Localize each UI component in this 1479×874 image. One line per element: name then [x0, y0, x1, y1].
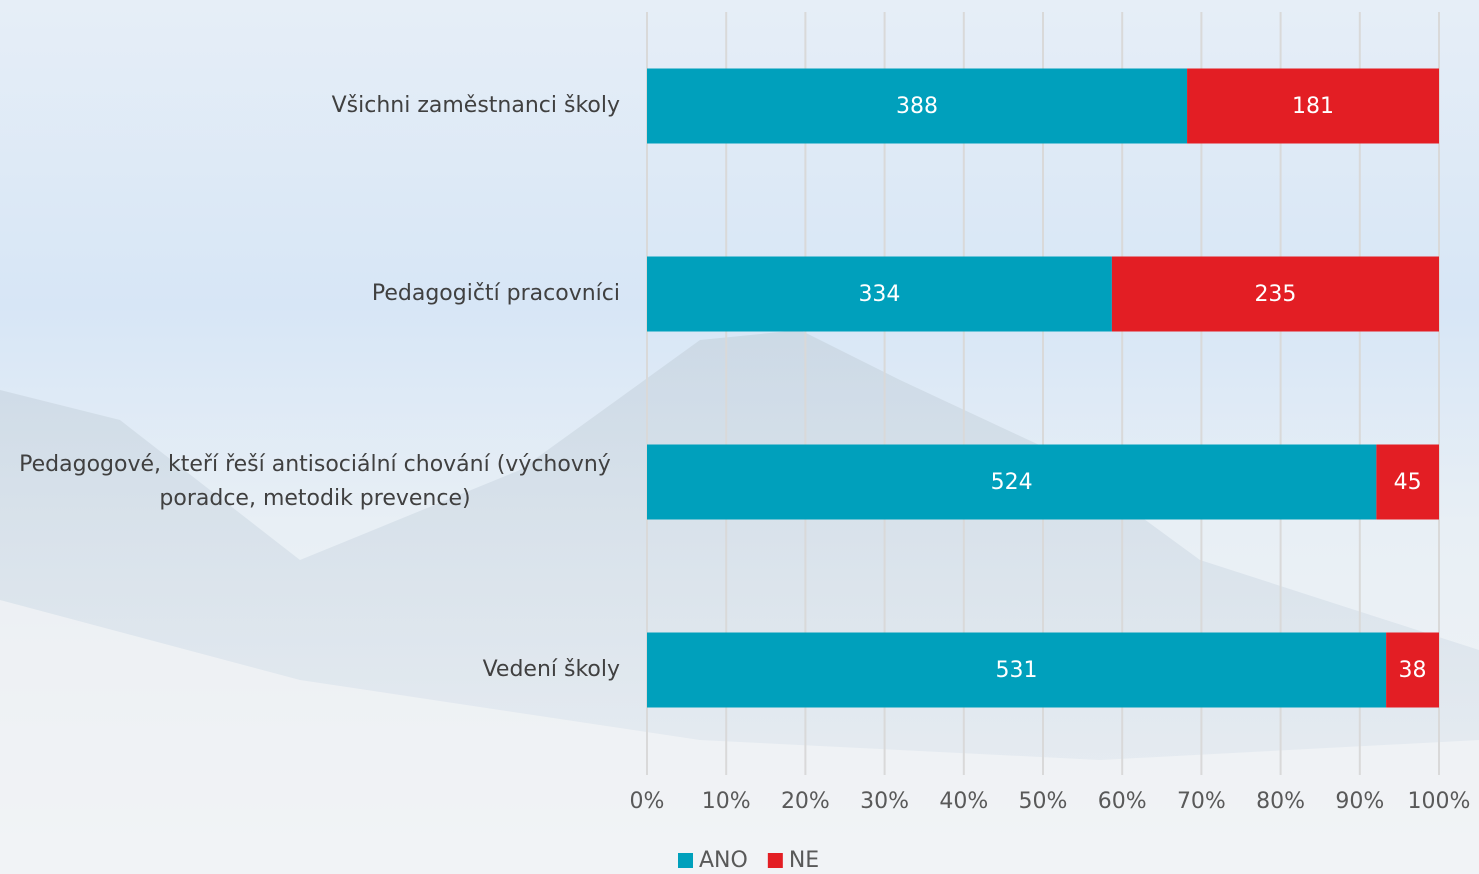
x-tick-label: 70% [1177, 789, 1226, 814]
category-label: Vedení školy [483, 653, 620, 687]
legend-label: NE [789, 848, 819, 873]
x-tick-label: 60% [1098, 789, 1147, 814]
data-label: 334 [858, 282, 900, 307]
chart: 0% 10% 20% 30% 40% 50% 60% 70% 80% 90% 100% 388 181 3… [0, 0, 1479, 874]
category-label: Pedagogové, kteří řeší antisociální chov… [10, 448, 620, 516]
category-label: Všichni zaměstnanci školy [332, 89, 620, 123]
data-label: 235 [1254, 282, 1296, 307]
data-label: 524 [991, 470, 1033, 495]
data-label: 181 [1292, 94, 1334, 119]
x-tick-label: 50% [1019, 789, 1068, 814]
legend-label: ANO [699, 848, 748, 873]
x-tick-label: 40% [939, 789, 988, 814]
data-label: 388 [896, 94, 938, 119]
category-label: Pedagogičtí pracovníci [372, 277, 620, 311]
legend-swatch [768, 853, 783, 868]
x-tick-label: 100% [1408, 789, 1471, 814]
x-tick-label: 80% [1256, 789, 1305, 814]
data-label: 38 [1399, 658, 1427, 683]
legend-swatch [678, 853, 693, 868]
x-tick-label: 0% [630, 789, 665, 814]
data-label: 531 [996, 658, 1038, 683]
x-tick-label: 20% [781, 789, 830, 814]
data-label: 45 [1394, 470, 1422, 495]
x-tick-label: 30% [860, 789, 909, 814]
chart-page: 0% 10% 20% 30% 40% 50% 60% 70% 80% 90% 100% 388 181 3… [0, 0, 1479, 874]
x-tick-label: 90% [1335, 789, 1384, 814]
x-tick-label: 10% [702, 789, 751, 814]
